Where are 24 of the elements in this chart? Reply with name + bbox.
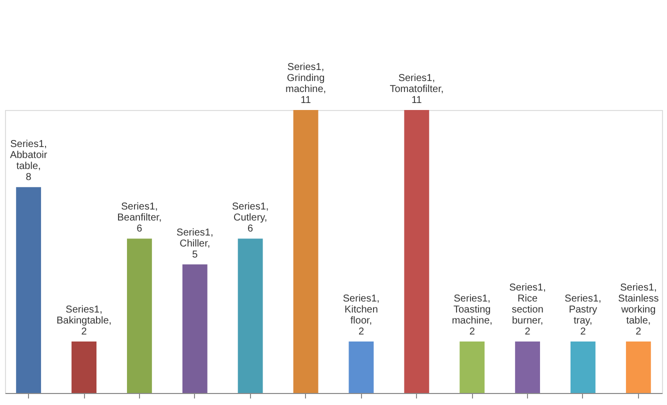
- data-label: Series1, Pastry tray, 2: [564, 294, 602, 338]
- data-label: Series1,Bakingtable,2: [56, 304, 112, 338]
- data-label: Series1,Cutlery,6: [232, 202, 269, 235]
- bar: [238, 238, 263, 393]
- bar: [460, 342, 485, 393]
- bar: [626, 342, 651, 393]
- bar: [404, 110, 430, 393]
- bar: [126, 238, 152, 393]
- bar: [515, 342, 540, 393]
- data-label: Series1,Chiller,5: [176, 227, 214, 260]
- data-label: Series1,Rice section burner,2: [509, 282, 546, 338]
- bar: [182, 264, 208, 393]
- data-label: Series1, Grinding machine, 11: [285, 62, 326, 106]
- bar: [72, 342, 96, 393]
- bar: [16, 187, 42, 393]
- bar: [570, 342, 596, 393]
- bar: [293, 110, 318, 393]
- data-label: Series1,Beanfilter,6: [117, 202, 162, 235]
- data-label: Series1, Kitchen floor, 2: [342, 294, 380, 338]
- data-label: Series1,Abbatoir table,8: [10, 139, 48, 184]
- data-label: Series1,Toasting machine,2: [452, 294, 492, 338]
- data-label: Series1,Tomatofilter, 11: [390, 73, 444, 106]
- data-label: Series1,Stainless working table,2: [618, 282, 659, 338]
- bar: [348, 342, 374, 393]
